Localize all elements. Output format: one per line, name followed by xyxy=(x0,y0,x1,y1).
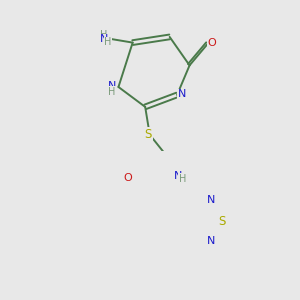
Text: N: N xyxy=(108,81,116,91)
Text: N: N xyxy=(174,171,183,181)
Text: O: O xyxy=(207,38,216,48)
Text: H: H xyxy=(108,87,116,97)
Text: H: H xyxy=(100,30,108,40)
Text: H: H xyxy=(179,174,186,184)
Text: O: O xyxy=(124,173,132,183)
Text: S: S xyxy=(145,128,152,141)
Text: N: N xyxy=(100,34,108,44)
Text: N: N xyxy=(207,236,216,246)
Text: N: N xyxy=(207,195,216,205)
Text: N: N xyxy=(178,89,186,99)
Text: S: S xyxy=(218,215,226,228)
Text: H: H xyxy=(104,37,112,47)
